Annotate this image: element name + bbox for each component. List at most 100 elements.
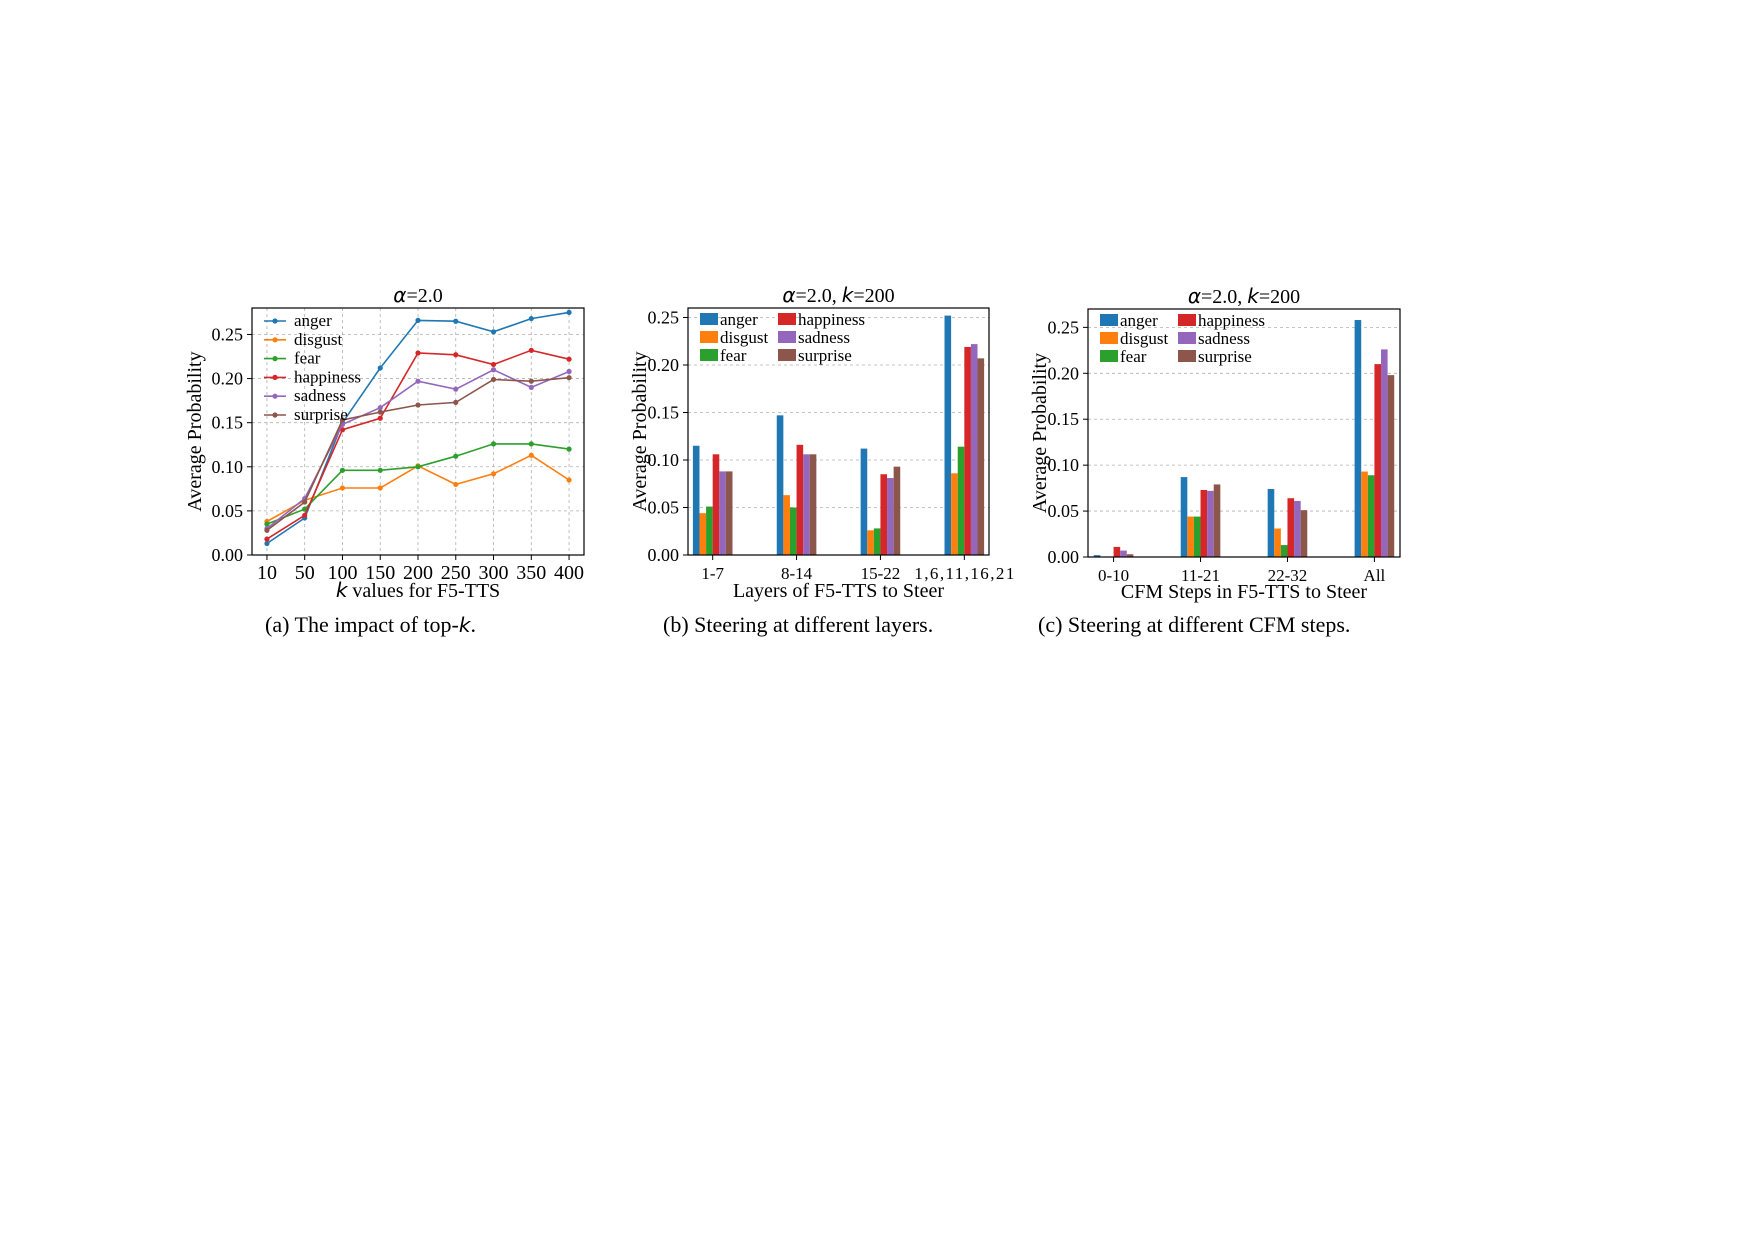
bar-disgust (867, 530, 874, 555)
data-point-disgust (490, 471, 497, 477)
y-tick-label: 0.15 (1048, 409, 1080, 429)
title-text-end: =200 (1259, 286, 1300, 308)
y-axis-label: Average Probability (629, 351, 651, 511)
y-tick-label: 0.05 (212, 501, 244, 521)
data-point-fear (377, 467, 383, 473)
legend-label-fear: fear (1120, 347, 1147, 366)
legend-label-fear: fear (294, 349, 321, 368)
data-point-surprise (339, 417, 346, 423)
bar-surprise (725, 471, 733, 555)
title-text-end: =200 (853, 285, 894, 307)
bar-sadness (1207, 490, 1214, 557)
bar-happiness (796, 444, 804, 555)
data-point-anger (377, 365, 383, 371)
legend-swatch-anger (700, 313, 718, 325)
x-axis-label-text: values for F5-TTS (347, 580, 500, 602)
title-text: =2.0, (796, 285, 842, 307)
chart-title: α=2.0, k=200 (1188, 284, 1300, 308)
bar-anger (1093, 555, 1101, 557)
data-point-surprise (453, 399, 459, 405)
data-point-happiness (453, 352, 459, 358)
data-point-happiness (490, 361, 497, 368)
data-point-happiness (566, 356, 572, 362)
bar-happiness (880, 474, 888, 555)
data-point-happiness (264, 536, 270, 542)
y-tick-label: 0.20 (212, 369, 244, 389)
legend-label-sadness: sadness (1198, 329, 1250, 348)
data-point-disgust (566, 477, 572, 483)
x-tick-label: 100 (327, 562, 357, 584)
bar-sadness (719, 471, 726, 555)
title-k: k (1247, 284, 1260, 308)
legend-swatch-fear (1100, 350, 1118, 362)
chart-title: α=2.0 (393, 283, 442, 307)
bar-anger (776, 415, 784, 555)
bar-sadness (1294, 500, 1301, 557)
bar-disgust (783, 495, 790, 555)
data-point-fear (566, 446, 572, 452)
chart-title: α=2.0, k=200 (782, 283, 894, 307)
legend-label-surprise: surprise (1198, 347, 1252, 366)
legend-label-surprise: surprise (798, 346, 852, 365)
bar-happiness (1113, 546, 1121, 557)
legend-label-disgust: disgust (294, 330, 342, 349)
legend-swatch-surprise (778, 349, 796, 361)
chart-3: 0.00 0.05 0.10 0.15 0.20 0.25 0-10 11-21 22-32 Al… (1029, 284, 1401, 603)
x-tick-label: 1,6,11,16,21 (914, 564, 1014, 583)
caption-a-k: k (458, 613, 471, 637)
title-text: =2.0, (1201, 286, 1247, 308)
x-tick-label: 8-14 (781, 564, 813, 583)
bar-sadness (887, 478, 894, 555)
data-point-fear (490, 441, 497, 447)
data-point-sadness (566, 368, 572, 375)
bar-fear (706, 506, 713, 555)
data-point-fear (415, 464, 421, 470)
y-tick-label: 0.15 (212, 413, 244, 433)
x-tick-label: 0-10 (1098, 566, 1129, 585)
y-tick-label: 0.25 (212, 324, 244, 344)
data-point-happiness (528, 347, 534, 353)
y-axis-label: Average Probability (1029, 353, 1051, 513)
data-point-anger (415, 317, 421, 323)
title-alpha: α (782, 283, 795, 307)
data-point-fear (528, 441, 534, 447)
y-tick-label: 0.25 (1048, 317, 1080, 337)
legend-swatch-fear (700, 349, 718, 361)
legend-marker-surprise (272, 412, 278, 418)
bar-fear (1367, 475, 1375, 557)
legend-swatch-disgust (1100, 332, 1118, 344)
legend-swatch-disgust (700, 331, 718, 343)
y-tick-label: 0.10 (1048, 455, 1080, 475)
data-point-anger (566, 309, 572, 316)
bar-happiness (1374, 364, 1382, 557)
y-tick-label: 0.05 (1048, 501, 1080, 521)
legend-marker-disgust (272, 337, 278, 343)
bar-surprise (1213, 484, 1221, 557)
title-alpha: α (1188, 284, 1201, 308)
x-tick-label: 11-21 (1181, 566, 1220, 585)
axes-frame (687, 307, 990, 556)
title-alpha: α (393, 283, 406, 307)
caption-c: (c) Steering at different CFM steps. (1038, 612, 1351, 637)
legend-label-disgust: disgust (720, 328, 768, 347)
data-point-surprise (490, 376, 497, 383)
data-point-surprise (302, 499, 308, 505)
x-tick-label: 1-7 (701, 564, 724, 583)
x-tick-label: 350 (516, 562, 546, 584)
data-point-surprise (415, 402, 421, 408)
data-point-surprise (264, 527, 270, 533)
bar-sadness (803, 454, 810, 555)
title-k: k (842, 283, 855, 307)
bar-fear (873, 528, 881, 555)
data-point-sadness (528, 384, 534, 390)
legend-marker-anger (272, 318, 278, 324)
bar-anger (1354, 320, 1362, 557)
data-point-fear (264, 521, 270, 527)
legend-marker-fear (272, 356, 278, 362)
y-tick-label: 0.00 (648, 545, 680, 565)
legend-swatch-sadness (778, 331, 796, 343)
legend-marker-sadness (272, 393, 278, 399)
bar-sadness (1381, 349, 1388, 557)
bar-disgust (1274, 528, 1281, 557)
legend-label-fear: fear (720, 346, 747, 365)
